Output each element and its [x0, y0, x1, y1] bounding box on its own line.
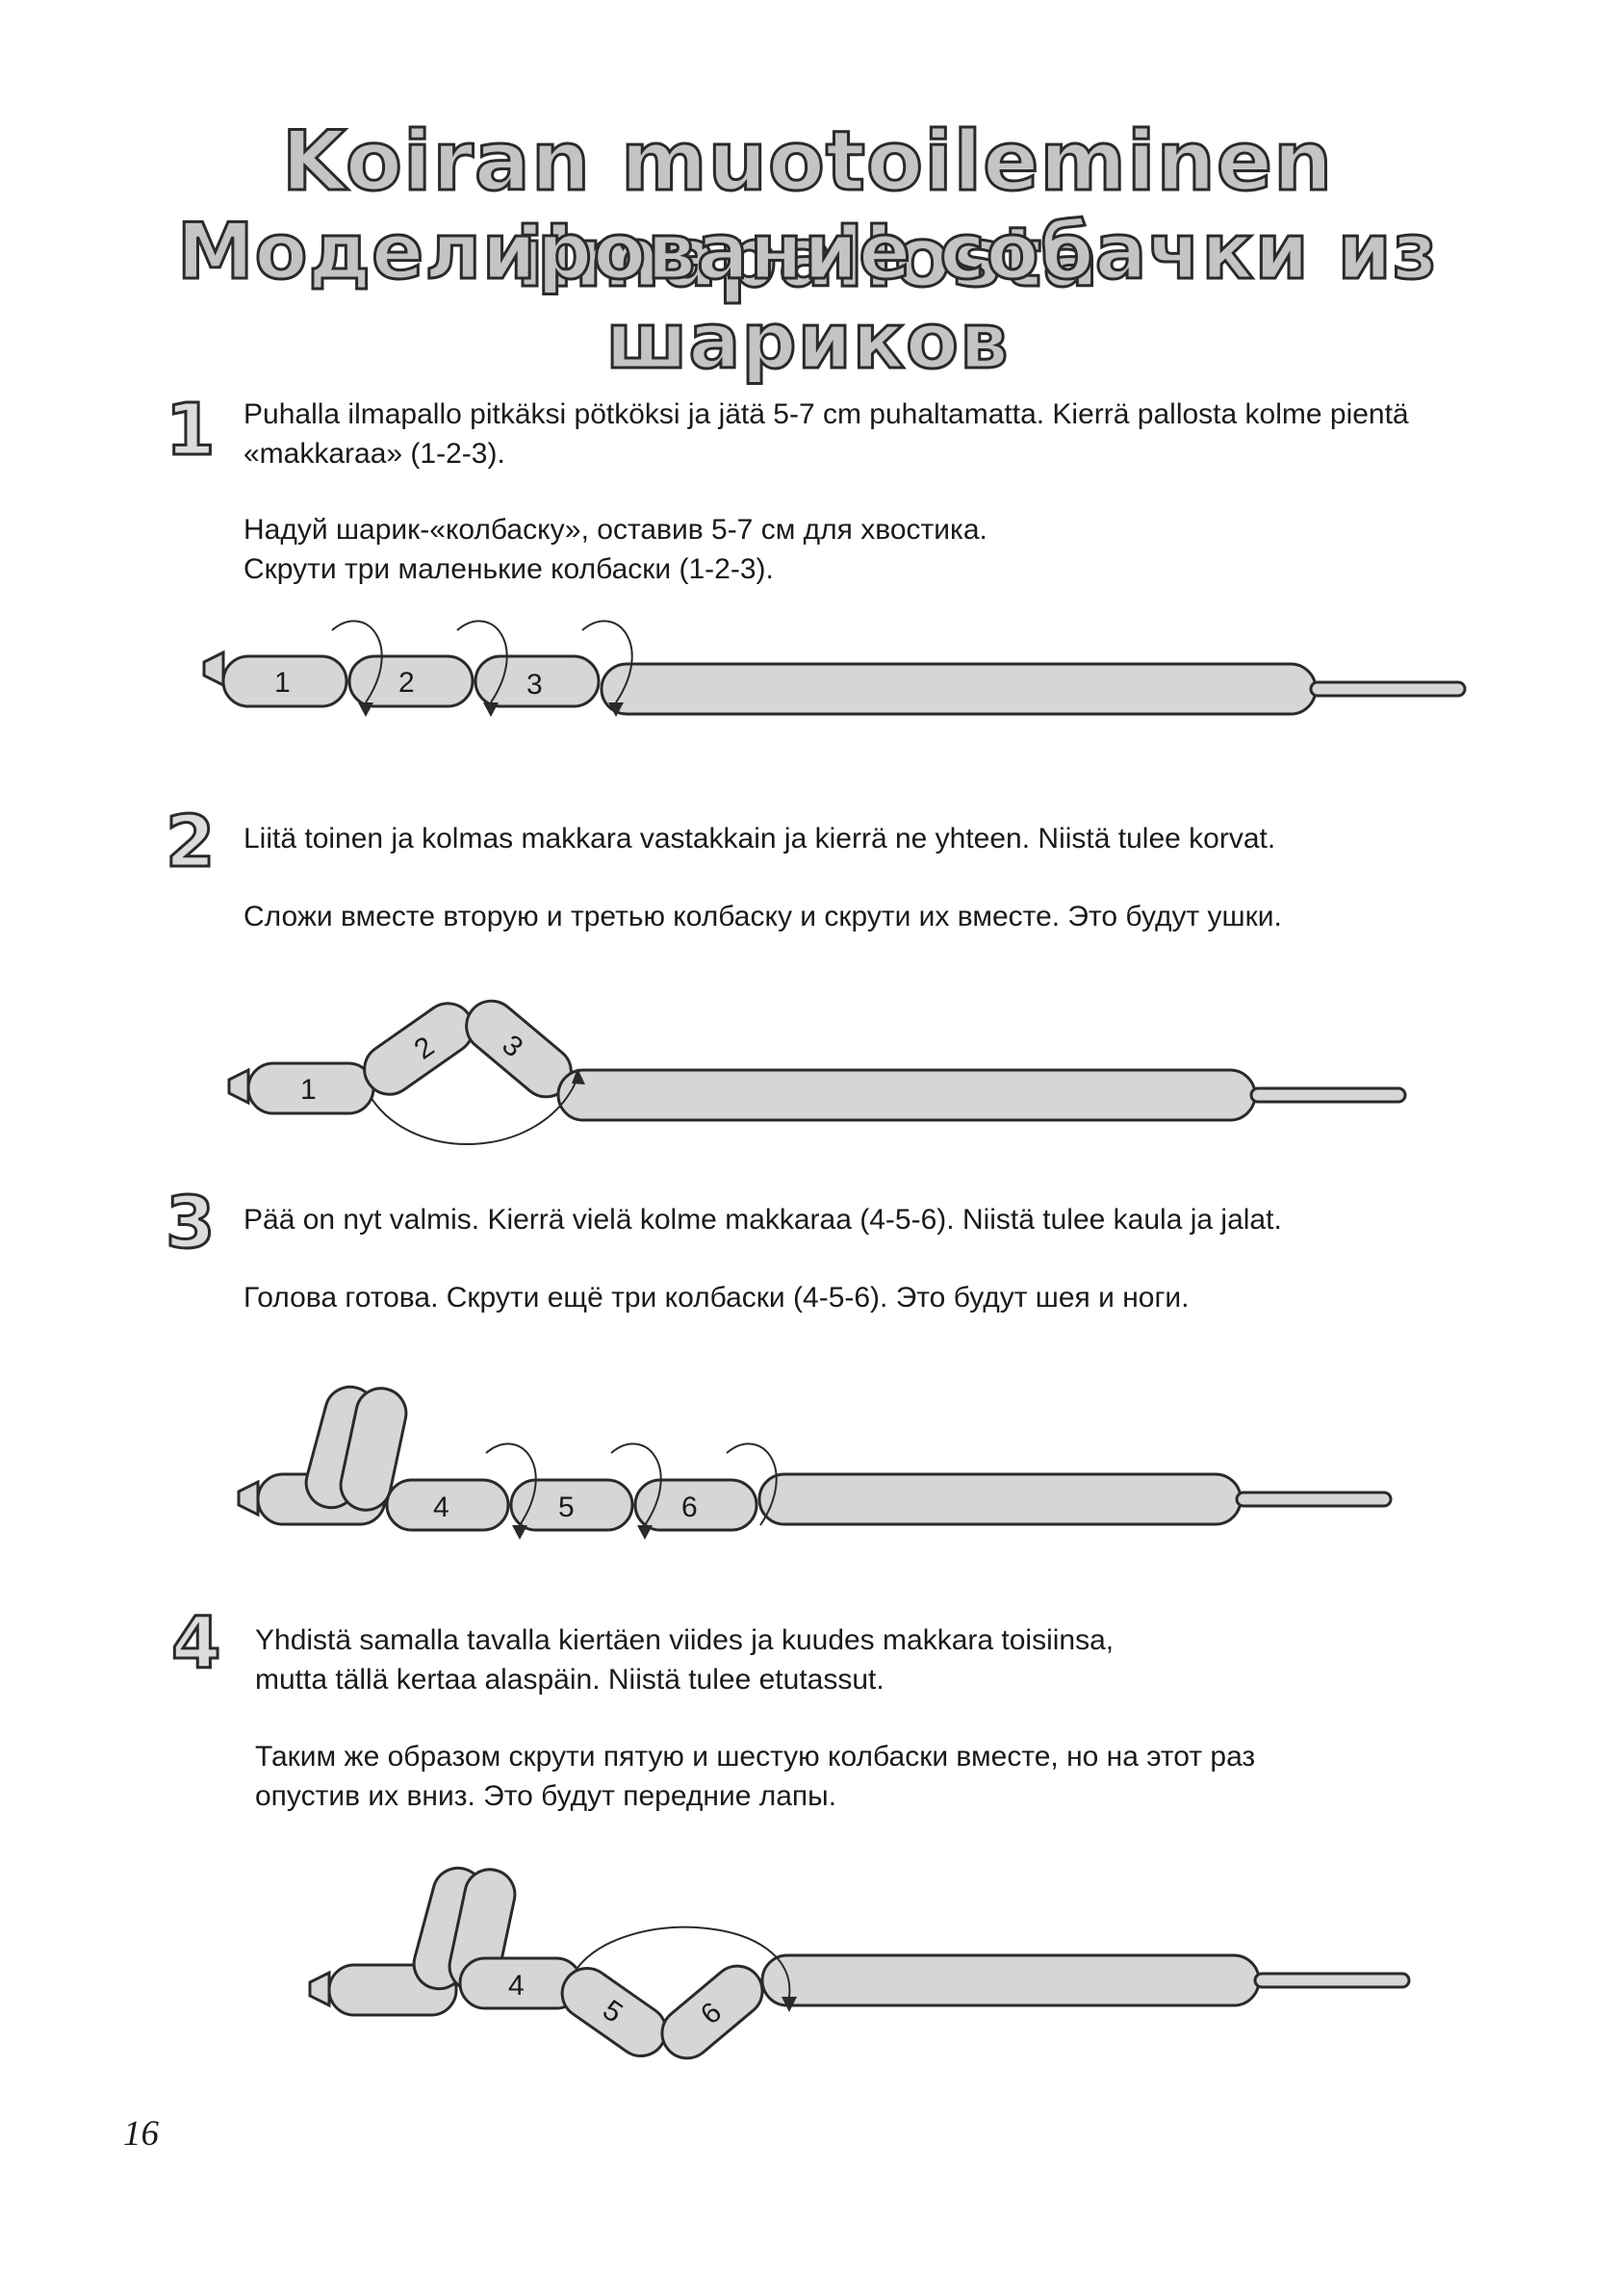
balloon-segment [509, 1478, 634, 1532]
step-4-number: 4 [170, 1601, 222, 1687]
balloon-segment [660, 1964, 764, 2060]
segment-label-4: 4 [508, 1970, 525, 2002]
balloon-tail [1309, 680, 1467, 698]
step-3-text-fi: Pää on nyt valmis. Kierrä vielä kolme ma… [244, 1204, 1282, 1236]
balloon-segment [385, 1478, 510, 1532]
step-3-number: 3 [165, 1181, 217, 1266]
balloon-tail [1253, 1972, 1411, 1989]
step-2-diagram: 1 2 3 [227, 999, 1407, 1145]
arrow-head-icon [782, 1997, 797, 2012]
balloon-body [760, 1953, 1261, 2007]
balloon-body [600, 662, 1318, 716]
arrow-head-icon [512, 1525, 527, 1540]
segment-label-6: 6 [681, 1492, 698, 1523]
step-4-text-fi-line-1: Yhdistä samalla tavalla kiertäen viides … [255, 1624, 1115, 1656]
segment-label-1: 1 [300, 1074, 317, 1106]
twist-arrow [370, 1082, 577, 1145]
page-number: 16 [123, 2114, 159, 2154]
balloon-tail [1249, 1086, 1407, 1104]
balloon-knot [308, 1970, 331, 2008]
step-4-text-fi-line-2: mutta tällä kertaa alaspäin. Niistä tule… [255, 1664, 884, 1696]
balloon-segment [221, 654, 348, 708]
balloon-body [556, 1068, 1257, 1122]
twist-arrow [577, 1926, 791, 1998]
twist-arrow [456, 620, 508, 703]
balloon-knot [202, 650, 225, 688]
step-4-diagram: 4 5 6 [308, 1866, 1411, 2060]
twist-arrow [581, 620, 633, 703]
step-1-text-fi-line-2: «makkaraa» (1-2-3). [244, 438, 505, 470]
twist-arrow [610, 1442, 662, 1526]
step-4-text-ru-line-1: Таким же образом скрути пятую и шестую к… [255, 1741, 1256, 1773]
balloon-tail [1235, 1491, 1393, 1508]
step-1-text-fi-line-1: Puhalla ilmapallo pitkäksi pötköksi ja j… [244, 398, 1409, 430]
balloon-segment [633, 1478, 758, 1532]
step-3-diagram: 4 5 6 [237, 1385, 1393, 1540]
step-4-text-ru-line-2: опустив их вниз. Это будут передние лапы… [255, 1780, 837, 1812]
title-russian: Моделирование собачки из шариков [175, 206, 1439, 388]
balloon-knot [227, 1067, 250, 1106]
balloon-segment [560, 1966, 668, 2058]
step-2-text-ru: Сложи вместе вторую и третью колбаску и … [244, 901, 1282, 932]
step-1-text-ru-line-2: Скрути три маленькие колбаски (1-2-3). [244, 553, 774, 585]
arrow-head-icon [637, 1525, 653, 1540]
segment-label-1: 1 [274, 667, 291, 699]
balloon-ear [339, 1387, 408, 1512]
arrow-head-icon [572, 1068, 585, 1084]
segment-label-3: 3 [526, 669, 543, 701]
step-3-text-ru: Голова готова. Скрути ещё три колбаски (… [244, 1282, 1190, 1314]
segment-label-4: 4 [433, 1492, 449, 1523]
step-2-number: 2 [165, 800, 217, 885]
title-finnish: Koiran muotoileminen ilmapallosta [280, 113, 1334, 308]
step-1-text-ru-line-1: Надуй шарик-«колбаску», оставив 5-7 см д… [244, 514, 987, 546]
twist-arrow [726, 1442, 778, 1526]
balloon-knot [237, 1479, 260, 1518]
step-1-number: 1 [165, 388, 217, 473]
step-1-diagram: 1 2 3 [202, 620, 1467, 717]
twist-arrow [331, 620, 383, 703]
step-2-text-fi: Liitä toinen ja kolmas makkara vastakkai… [244, 823, 1276, 855]
balloon-body [757, 1472, 1243, 1526]
segment-label-2: 2 [398, 667, 415, 699]
arrow-head-icon [483, 702, 499, 717]
segment-label-5: 5 [558, 1492, 575, 1523]
arrow-head-icon [608, 702, 624, 717]
arrow-head-icon [358, 702, 373, 717]
twist-arrow [485, 1442, 537, 1526]
